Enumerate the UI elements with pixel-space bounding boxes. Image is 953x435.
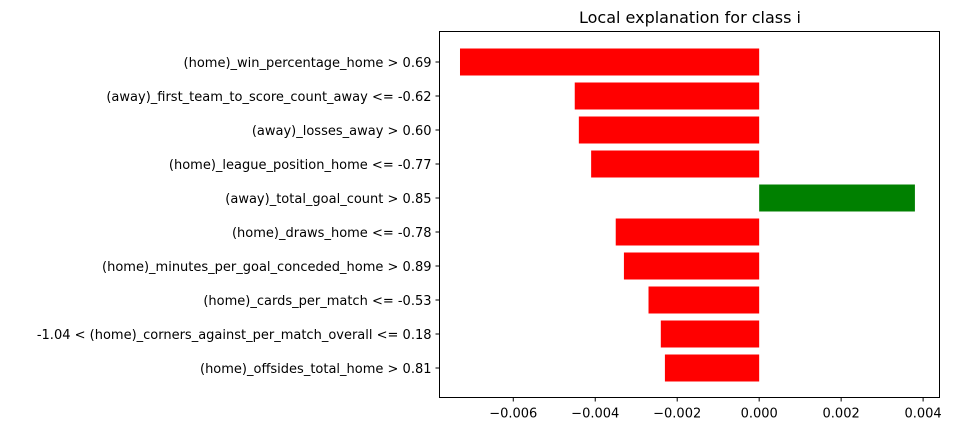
- bar-3: [578, 116, 760, 144]
- y-tick-labels: (home)_win_percentage_home > 0.69 (away)_…: [37, 56, 440, 377]
- x-ticks: −0.006 −0.004 −0.002 0.000 0.002 0.004: [489, 397, 942, 422]
- x-tick-label: −0.006: [489, 407, 537, 422]
- plot-frame: [439, 31, 940, 398]
- bar-4: [591, 150, 760, 178]
- bar-5: [759, 184, 915, 212]
- x-tick-label: −0.004: [571, 407, 619, 422]
- y-tick-label: (away)_total_goal_count > 0.85: [225, 192, 431, 207]
- y-tick-label: (home)_win_percentage_home > 0.69: [184, 56, 432, 71]
- x-tick-label: 0.004: [904, 407, 941, 422]
- bar-1: [459, 48, 760, 76]
- y-tick-label: (home)_draws_home <= -0.78: [232, 226, 432, 241]
- y-tick-label: (home)_cards_per_match <= -0.53: [203, 294, 431, 309]
- y-tick-label: (away)_losses_away > 0.60: [252, 124, 432, 139]
- x-tick-label: 0.000: [741, 407, 778, 422]
- bar-10: [664, 354, 760, 382]
- bar-8: [648, 286, 760, 314]
- y-tick-label: (home)_offsides_total_home > 0.81: [200, 362, 432, 377]
- x-tick-label: −0.002: [653, 407, 701, 422]
- bar-7: [623, 252, 760, 280]
- y-tick-label: (away)_first_team_to_score_count_away <=…: [106, 90, 431, 105]
- bars-group: [459, 48, 915, 382]
- chart-title: Local explanation for class i: [579, 8, 801, 27]
- y-tick-label: -1.04 < (home)_corners_against_per_match…: [37, 328, 432, 343]
- x-tick-label: 0.002: [823, 407, 860, 422]
- y-tick-label: (home)_minutes_per_goal_conceded_home > …: [102, 260, 431, 275]
- bar-9: [660, 320, 760, 348]
- bar-6: [615, 218, 760, 246]
- bar-2: [574, 82, 760, 110]
- y-tick-label: (home)_league_position_home <= -0.77: [169, 158, 432, 173]
